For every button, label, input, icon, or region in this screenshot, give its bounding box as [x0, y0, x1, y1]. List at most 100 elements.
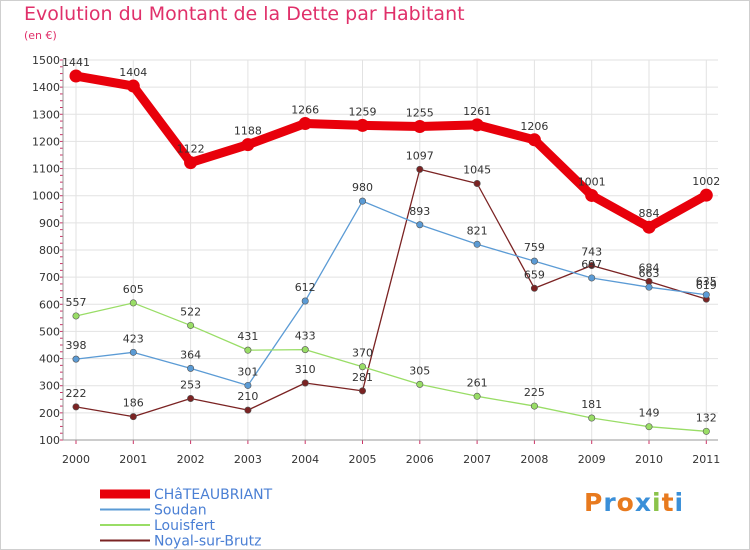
- y-tick-label: 100: [39, 434, 60, 447]
- y-tick-label: 1300: [32, 108, 60, 121]
- data-point: [244, 406, 252, 414]
- x-tick-label: 2002: [177, 453, 205, 466]
- data-label: 132: [696, 411, 717, 424]
- data-point: [356, 118, 369, 132]
- data-point: [642, 220, 656, 234]
- data-point: [244, 346, 252, 354]
- x-tick-label: 2004: [291, 453, 319, 466]
- y-tick-label: 200: [39, 407, 60, 420]
- data-point: [702, 291, 710, 299]
- data-label: 222: [66, 387, 87, 400]
- data-label: 1259: [349, 105, 377, 118]
- y-tick-label: 700: [39, 271, 60, 284]
- data-point: [358, 363, 366, 371]
- data-point: [530, 402, 538, 410]
- data-label: 1206: [520, 120, 548, 133]
- data-label: 370: [352, 347, 373, 360]
- data-label: 522: [180, 305, 201, 318]
- y-tick-label: 400: [39, 353, 60, 366]
- data-label: 980: [352, 181, 373, 194]
- legend-label: Noyal-sur-Brutz: [154, 534, 262, 550]
- x-tick-label: 2007: [463, 453, 491, 466]
- data-label: 619: [696, 279, 717, 292]
- data-point: [187, 321, 195, 329]
- data-point: [702, 427, 710, 435]
- data-label: 1097: [406, 149, 434, 162]
- x-tick-label: 2009: [578, 453, 606, 466]
- data-point: [473, 392, 481, 400]
- data-label: 1001: [578, 175, 606, 188]
- data-label: 1122: [177, 143, 205, 156]
- y-tick-label: 1500: [32, 54, 60, 67]
- data-point: [301, 346, 309, 354]
- data-point: [358, 197, 366, 205]
- data-point: [129, 348, 137, 356]
- y-tick-label: 900: [39, 217, 60, 230]
- series-line-soudan: [75, 200, 707, 387]
- data-point: [72, 355, 80, 363]
- data-label: 743: [581, 245, 602, 258]
- data-label: 310: [295, 363, 316, 376]
- data-label: 281: [352, 371, 373, 384]
- data-label: 149: [639, 407, 660, 420]
- data-label: 759: [524, 241, 545, 254]
- data-point: [129, 413, 137, 421]
- y-tick-label: 600: [39, 298, 60, 311]
- data-point: [184, 156, 198, 170]
- data-point: [530, 257, 538, 265]
- data-label: 612: [295, 281, 316, 294]
- data-point: [588, 274, 596, 282]
- data-point: [69, 69, 83, 83]
- data-point: [585, 188, 599, 202]
- data-label: 398: [66, 339, 87, 352]
- series-line-louisfert: [75, 302, 707, 432]
- data-point: [301, 297, 309, 305]
- data-label: 697: [581, 258, 602, 271]
- data-point: [588, 414, 596, 422]
- series-line-châteaubriant: [71, 71, 711, 232]
- data-point: [413, 120, 427, 133]
- data-point: [530, 284, 538, 292]
- data-label: 423: [123, 332, 144, 345]
- data-point: [416, 165, 424, 173]
- data-point: [298, 117, 312, 131]
- x-tick-label: 2006: [406, 453, 434, 466]
- legend-label: Soudan: [154, 503, 207, 519]
- data-label: 1261: [463, 105, 491, 118]
- y-tick-label: 300: [39, 380, 60, 393]
- x-tick-label: 2010: [635, 453, 663, 466]
- data-label: 1188: [234, 125, 262, 138]
- data-label: 1045: [463, 164, 491, 177]
- data-label: 253: [180, 378, 201, 391]
- data-label: 1266: [291, 104, 319, 117]
- data-label: 1404: [119, 66, 147, 79]
- data-point: [473, 240, 481, 248]
- legend-label: CHâTEAUBRIANT: [154, 487, 273, 503]
- y-tick-label: 1200: [32, 135, 60, 148]
- data-point: [416, 221, 424, 229]
- x-tick-label: 2000: [62, 453, 90, 466]
- data-point: [129, 299, 137, 307]
- data-label: 301: [237, 365, 258, 378]
- data-point: [301, 379, 309, 387]
- data-label: 1441: [62, 56, 90, 69]
- data-point: [699, 188, 713, 202]
- data-point: [416, 380, 424, 388]
- data-point: [241, 138, 255, 152]
- y-tick-label: 500: [39, 325, 60, 338]
- data-point: [470, 118, 484, 132]
- data-label: 261: [467, 376, 488, 389]
- data-point: [126, 79, 140, 93]
- data-point: [187, 364, 195, 372]
- data-label: 635: [696, 275, 717, 288]
- data-point: [358, 387, 366, 395]
- data-point: [527, 133, 541, 147]
- data-label: 210: [237, 390, 258, 403]
- data-label: 186: [123, 397, 144, 410]
- data-label: 1255: [406, 107, 434, 120]
- data-label: 433: [295, 330, 316, 343]
- data-label: 557: [66, 296, 87, 309]
- data-label: 684: [639, 261, 660, 274]
- data-label: 821: [467, 224, 488, 237]
